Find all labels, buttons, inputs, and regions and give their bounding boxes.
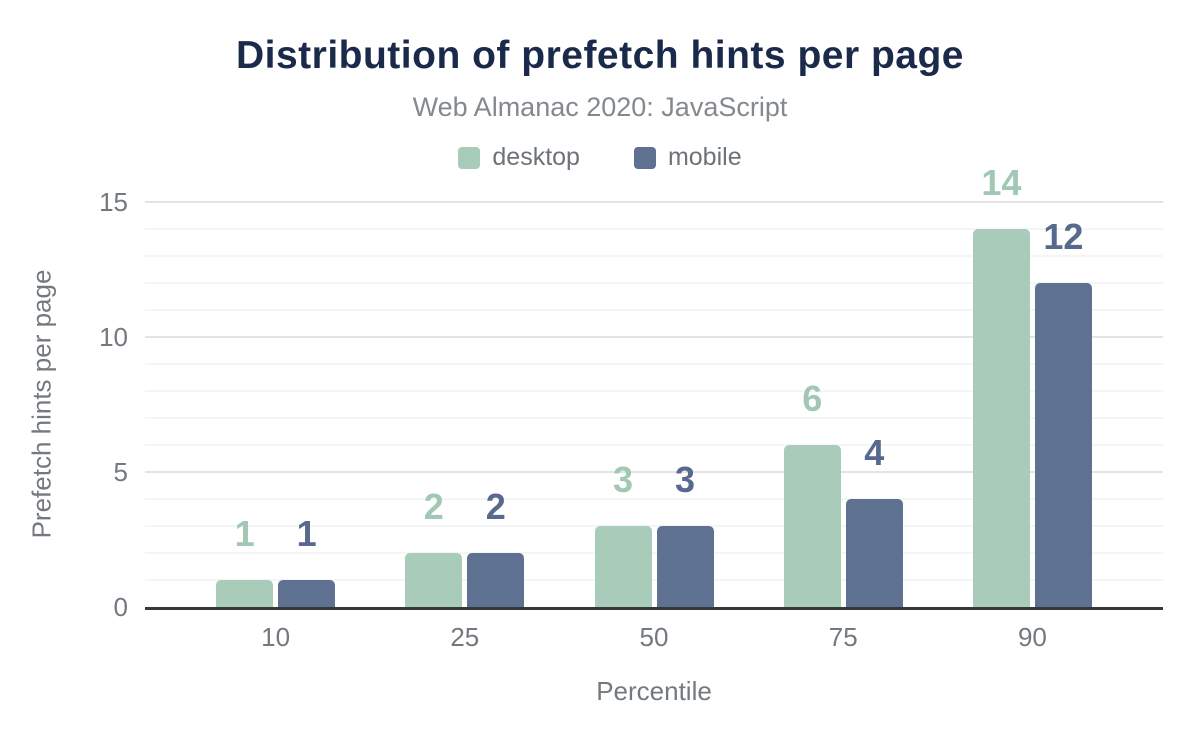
chart-subtitle: Web Almanac 2020: JavaScript: [412, 92, 788, 122]
legend-label-desktop: desktop: [492, 143, 580, 171]
x-tick-label: 25: [450, 622, 480, 652]
bar-group-p90: 14 12 90: [938, 165, 1127, 650]
gridline: [145, 282, 1163, 284]
y-tick-label: 10: [99, 322, 128, 352]
bar-groups: 1 1 10 2 2 25 3 3 50 6 4 75 14 12 90: [145, 165, 1163, 650]
value-label-mobile-p90: 12: [1043, 216, 1084, 257]
y-tick-label: 0: [113, 592, 128, 622]
legend-item-mobile: mobile: [633, 143, 742, 172]
legend-label-mobile: mobile: [667, 143, 742, 171]
value-label-desktop-p90: 14: [981, 162, 1022, 203]
x-axis-title: Percentile: [596, 676, 712, 706]
x-tick-label: 50: [639, 622, 669, 652]
gridline: [145, 552, 1163, 554]
legend-swatch-mobile: [633, 146, 656, 169]
value-label-mobile-p25: 2: [485, 486, 506, 527]
value-label-desktop-p75: 6: [802, 378, 823, 419]
legend-item-desktop: desktop: [458, 143, 580, 172]
bar-desktop-p10: 1: [216, 516, 274, 607]
value-label-desktop-p25: 2: [423, 486, 444, 527]
value-label-mobile-p10: 1: [296, 513, 317, 554]
x-tick-label: 75: [828, 622, 858, 652]
chart-title: Distribution of prefetch hints per page: [235, 34, 965, 77]
gridline: [145, 228, 1163, 230]
gridline: [145, 525, 1163, 527]
gridline: [145, 390, 1163, 392]
bar-mobile-p25: 2: [467, 489, 525, 607]
value-label-desktop-p10: 1: [234, 513, 255, 554]
gridline: [145, 255, 1163, 257]
bar-desktop-p25: 2: [405, 489, 463, 607]
bar-desktop-p50: 3: [594, 462, 652, 607]
value-label-mobile-p75: 4: [864, 432, 885, 473]
gridline: [145, 309, 1163, 311]
gridline: [145, 201, 1163, 203]
gridline: [145, 444, 1163, 446]
value-label-mobile-p50: 3: [674, 459, 696, 500]
gridline: [145, 579, 1163, 581]
gridline: [145, 336, 1163, 338]
bar-mobile-p90: 12: [1034, 219, 1092, 607]
gridline: [145, 498, 1163, 500]
x-tick-label: 90: [1017, 622, 1047, 652]
bar-mobile-p10: 1: [278, 516, 336, 607]
x-tick-label: 10: [261, 622, 291, 652]
bar-group-p50: 3 3 50: [559, 202, 748, 650]
plot-area: 0 5 10 15 1 1 10 2 2 25 3 3 50 6 4 75 14 12 90: [99, 165, 1163, 650]
bar-group-p10: 1 1 10: [181, 202, 370, 650]
bar-desktop-p75: 6: [783, 381, 841, 607]
legend-swatch-desktop: [458, 146, 481, 169]
gridline: [145, 471, 1163, 473]
gridline: [145, 363, 1163, 365]
legend: desktop mobile: [0, 143, 1200, 172]
y-axis-title: Prefetch hints per page: [26, 269, 57, 539]
y-tick-label: 15: [99, 187, 128, 217]
gridline: [145, 417, 1163, 419]
bar-mobile-p50: 3: [656, 462, 714, 607]
bar-mobile-p75: 4: [845, 435, 903, 607]
value-label-desktop-p50: 3: [612, 459, 634, 500]
bar-group-p75: 6 4 75: [749, 202, 938, 650]
bar-desktop-p90: 14: [972, 165, 1030, 607]
y-tick-label: 5: [113, 457, 128, 487]
bar-group-p25: 2 2 25: [370, 202, 559, 650]
